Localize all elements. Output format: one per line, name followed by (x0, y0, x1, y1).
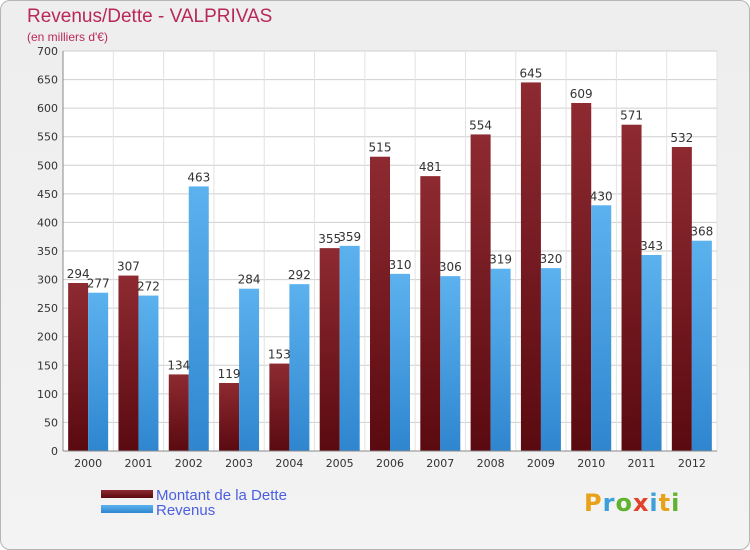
legend-label-dette: Montant de la Dette (156, 487, 287, 504)
bar-value-label: 463 (187, 170, 210, 184)
bar-value-label: 307 (117, 260, 140, 274)
bar-revenus (591, 205, 612, 451)
y-tick-label: 450 (37, 188, 58, 201)
bar-dette (68, 283, 89, 451)
y-tick-label: 400 (37, 216, 58, 229)
bar-revenus (490, 268, 511, 451)
bar-value-label: 515 (369, 141, 392, 155)
bar-value-label: 343 (640, 239, 663, 253)
x-tick-label: 2007 (426, 457, 454, 470)
chart-subtitle: (en milliers d'€) (27, 30, 108, 44)
x-tick-label: 2004 (275, 457, 303, 470)
proxiti-logo: Proxiti (584, 489, 681, 517)
bar-revenus (440, 276, 461, 451)
bar-dette (269, 363, 290, 451)
bar-dette (370, 156, 390, 451)
bar-revenus (540, 268, 561, 451)
bar-value-label: 319 (489, 253, 512, 267)
x-tick-label: 2003 (225, 457, 253, 470)
bar-dette (671, 147, 692, 451)
bar-revenus (691, 240, 712, 451)
x-tick-label: 2005 (326, 457, 354, 470)
bar-revenus (339, 245, 360, 451)
bar-value-label: 645 (519, 66, 542, 80)
x-tick-label: 2002 (175, 457, 203, 470)
bar-revenus (641, 255, 662, 451)
bar-revenus (88, 292, 109, 451)
bar-value-label: 277 (87, 277, 110, 291)
x-tick-label: 2011 (628, 457, 656, 470)
bar-value-label: 306 (439, 260, 462, 274)
y-tick-label: 600 (37, 102, 58, 115)
bar-dette (470, 134, 491, 451)
bar-value-label: 284 (238, 273, 261, 287)
y-tick-label: 300 (37, 274, 58, 287)
bar-dette (520, 82, 541, 451)
x-tick-label: 2006 (376, 457, 404, 470)
y-tick-label: 350 (37, 245, 58, 258)
legend-swatch-dette (101, 490, 153, 498)
bar-value-label: 368 (690, 225, 713, 239)
bar-dette (219, 383, 240, 451)
y-tick-label: 550 (37, 131, 58, 144)
x-tick-label: 2008 (477, 457, 505, 470)
bar-value-label: 609 (570, 87, 593, 101)
bar-value-label: 119 (218, 367, 241, 381)
bar-value-label: 310 (389, 258, 412, 272)
bar-value-label: 134 (167, 358, 190, 372)
y-tick-label: 100 (37, 388, 58, 401)
bar-value-label: 481 (419, 160, 442, 174)
bar-value-label: 532 (670, 131, 693, 145)
x-tick-label: 2000 (74, 457, 102, 470)
y-tick-label: 50 (44, 416, 58, 429)
y-tick-label: 650 (37, 74, 58, 87)
x-tick-label: 2001 (124, 457, 152, 470)
bar-value-label: 355 (318, 232, 341, 246)
bar-revenus (239, 288, 260, 451)
bar-revenus (138, 295, 159, 451)
bar-value-label: 320 (539, 252, 562, 266)
y-tick-label: 150 (37, 359, 58, 372)
legend-label-revenus: Revenus (156, 502, 215, 519)
bar-revenus (390, 273, 410, 451)
legend-swatch-revenus (101, 505, 153, 513)
bar-value-label: 272 (137, 280, 160, 294)
y-tick-label: 200 (37, 331, 58, 344)
y-tick-label: 250 (37, 302, 58, 315)
bar-dette (168, 374, 189, 451)
chart-title: Revenus/Dette - VALPRIVAS (27, 6, 273, 27)
y-tick-label: 0 (51, 445, 58, 458)
bar-dette (319, 248, 340, 451)
bar-value-label: 292 (288, 268, 311, 282)
bar-revenus (289, 284, 310, 451)
bar-revenus (188, 186, 209, 451)
bar-value-label: 430 (590, 189, 613, 203)
x-tick-label: 2009 (527, 457, 555, 470)
bar-value-label: 359 (338, 230, 361, 244)
bar-dette (621, 124, 642, 451)
y-tick-label: 500 (37, 159, 58, 172)
y-tick-label: 700 (37, 45, 58, 58)
bar-value-label: 153 (268, 348, 291, 362)
x-tick-label: 2012 (678, 457, 706, 470)
bar-dette (118, 275, 139, 451)
bar-value-label: 571 (620, 109, 643, 123)
bar-dette (420, 176, 441, 451)
legend: Montant de la Dette Revenus (101, 487, 287, 519)
bar-value-label: 554 (469, 118, 492, 132)
bar-value-label: 294 (67, 267, 90, 281)
bar-dette (571, 103, 592, 451)
x-tick-label: 2010 (577, 457, 605, 470)
